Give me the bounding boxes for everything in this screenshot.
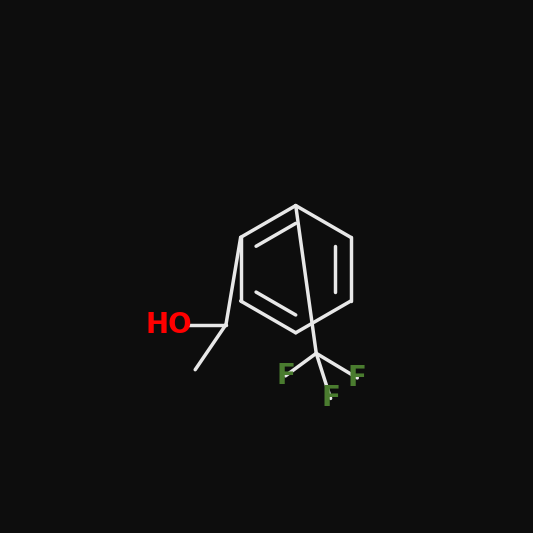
Text: F: F bbox=[321, 384, 340, 413]
Text: F: F bbox=[276, 362, 295, 390]
Text: HO: HO bbox=[145, 311, 192, 338]
Text: F: F bbox=[348, 364, 367, 392]
